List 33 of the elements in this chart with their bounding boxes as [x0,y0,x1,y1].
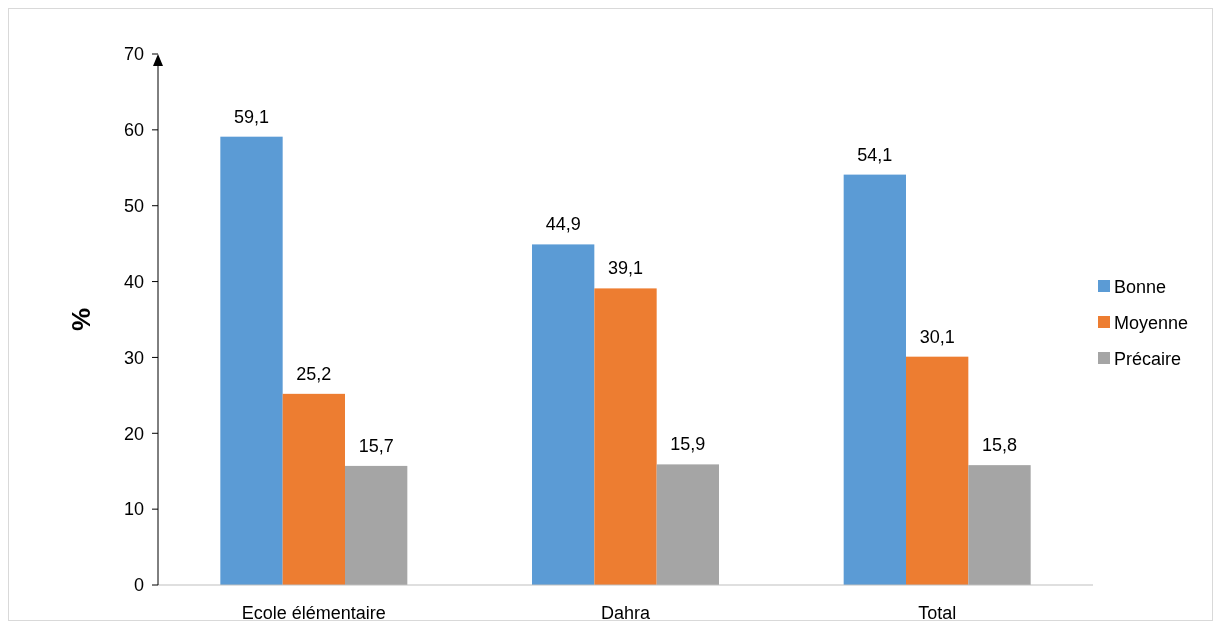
y-tick-label: 60 [123,120,144,141]
y-tick-label: 20 [123,423,144,444]
y-tick-label: 40 [123,271,144,292]
bar [220,136,283,585]
y-tick-label: 0 [133,575,144,596]
x-tick-label: Ecole élémentaire [241,603,386,623]
bar [968,465,1031,585]
y-tick-label: 10 [123,499,144,520]
data-label: 54,1 [857,144,893,165]
data-label: 25,2 [296,363,332,384]
bar [594,288,657,585]
data-label: 39,1 [607,258,644,279]
legend-label: Précaire [1114,349,1182,370]
legend-label: Bonne [1114,277,1167,298]
y-tick-label: 70 [123,44,144,65]
y-tick-label: 30 [123,347,144,368]
y-tick-label: 50 [123,196,144,217]
bar [656,464,719,585]
data-label: 30,1 [919,326,955,347]
bar [843,174,906,585]
bar [906,356,969,585]
data-label: 15,7 [358,435,394,456]
legend-label: Moyenne [1114,313,1189,334]
x-tick-label: Dahra [600,603,651,623]
data-label: 15,8 [981,435,1018,456]
data-label: 15,9 [670,434,706,455]
bar [345,465,408,585]
data-label: 44,9 [545,214,581,235]
x-tick-label: Total [918,603,957,623]
bar [282,393,345,585]
bar [532,244,595,585]
data-label: 59,1 [233,106,270,127]
y-axis-title: % [66,307,96,332]
